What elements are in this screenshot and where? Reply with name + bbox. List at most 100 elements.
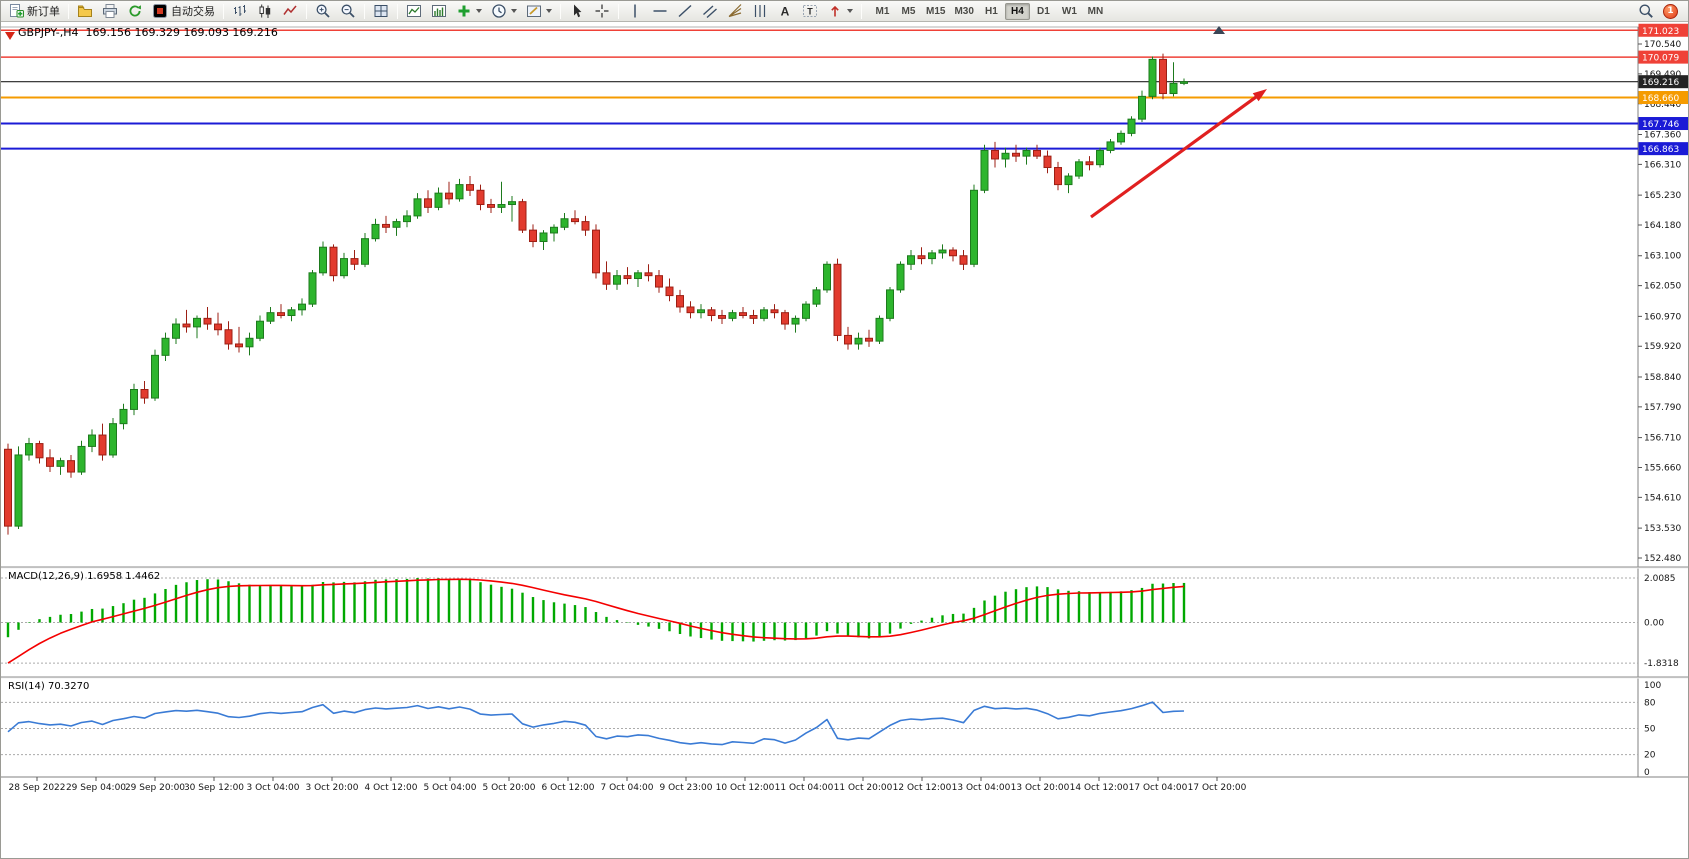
candle-body <box>833 263 842 336</box>
macd-axis-label: -1.8318 <box>1644 659 1679 669</box>
rsi-axis-label: 20 <box>1644 751 1656 761</box>
toolbar-separator <box>68 3 69 19</box>
add-indicator-button[interactable] <box>452 2 486 21</box>
candle-body <box>14 454 23 527</box>
timeframe-w1-button[interactable]: W1 <box>1057 3 1082 20</box>
macd-signal-line <box>7 578 1185 664</box>
timeframe-m15-button[interactable]: M15 <box>922 3 949 20</box>
price-tick-label: 162.050 <box>1644 282 1681 292</box>
cursor-icon <box>574 4 582 18</box>
candle-body <box>665 286 674 297</box>
time-tick-label: 13 Oct 20:00 <box>1011 783 1070 793</box>
notification-badge[interactable]: 1 <box>1663 3 1678 19</box>
price-tick-label: 167.360 <box>1644 131 1681 141</box>
candle-body <box>1180 81 1188 84</box>
dropdown-caret-icon <box>476 9 482 13</box>
candle-body <box>781 312 789 325</box>
price-tick-label: 163.100 <box>1644 252 1681 262</box>
trend-arrow-line[interactable] <box>1090 92 1262 219</box>
indicators-window-button[interactable] <box>402 2 426 21</box>
timeframe-h1-button[interactable]: H1 <box>979 3 1004 20</box>
candle-body <box>245 337 254 348</box>
channel-tool-button[interactable] <box>698 2 722 21</box>
chart-shift-marker[interactable] <box>1213 26 1225 34</box>
bar-chart-mode-button[interactable] <box>228 2 252 21</box>
trendline-icon <box>678 4 692 18</box>
timeframe-h4-button[interactable]: H4 <box>1004 2 1030 20</box>
print-button[interactable] <box>98 2 122 21</box>
candle-body <box>1054 167 1062 186</box>
cursor-tool-button[interactable] <box>565 2 589 21</box>
price-tick-label: 154.610 <box>1644 493 1681 503</box>
dropdown-caret-icon <box>847 9 853 13</box>
time-tick-label: 17 Oct 04:00 <box>1129 783 1188 793</box>
time-tick-label: 14 Oct 12:00 <box>1070 783 1129 793</box>
chart-canvas[interactable]: 2.0085 0.00 -1.8318 100 80 50 20 0 170.540 169.49… <box>1 22 1689 859</box>
search-button[interactable] <box>1634 2 1658 21</box>
candle-body <box>550 226 558 234</box>
price-tick-label: 153.530 <box>1644 524 1681 534</box>
price-badge <box>1638 91 1688 105</box>
timeframe-d1-button[interactable]: D1 <box>1031 3 1056 20</box>
time-tick-label: 17 Oct 20:00 <box>1188 783 1247 793</box>
text-tool-button[interactable]: A <box>773 2 797 21</box>
timeframe-m1-button[interactable]: M1 <box>870 3 895 20</box>
bar-chart-icon <box>234 5 246 16</box>
candle-body <box>256 320 264 339</box>
trendline-tool-button[interactable] <box>673 2 697 21</box>
zoom-out-button[interactable] <box>336 2 360 21</box>
candle-body <box>718 315 726 319</box>
candle-body <box>340 258 348 277</box>
timeframe-m30-button[interactable]: M30 <box>950 3 977 20</box>
time-tick-label: 11 Oct 04:00 <box>775 783 834 793</box>
candle-body <box>35 443 44 459</box>
tile-windows-button[interactable] <box>369 2 393 21</box>
candle-body <box>203 317 212 325</box>
candle-body <box>959 255 968 265</box>
template-menu-button[interactable] <box>522 2 556 21</box>
new-order-button[interactable]: 新订单 <box>4 2 64 21</box>
profiles-button[interactable] <box>73 2 97 21</box>
candle-body <box>235 343 243 348</box>
text-label-tool-button[interactable]: T <box>798 2 822 21</box>
price-tick-label: 157.790 <box>1644 403 1681 413</box>
period-menu-button[interactable] <box>487 2 521 21</box>
time-tick-label: 7 Oct 04:00 <box>601 783 654 793</box>
candlestick-mode-button[interactable] <box>253 2 277 21</box>
candle-body <box>644 272 653 277</box>
vertical-line-tool-button[interactable] <box>623 2 647 21</box>
refresh-button[interactable] <box>123 2 147 21</box>
autotrading-button[interactable]: 自动交易 <box>148 2 219 21</box>
zoom-in-button[interactable] <box>311 2 335 21</box>
time-tick-label: 11 Oct 20:00 <box>834 783 893 793</box>
candle-body <box>46 457 54 467</box>
candle-body <box>770 309 779 314</box>
candle-body <box>1033 149 1041 157</box>
arrows-tool-button[interactable] <box>823 2 857 21</box>
cycle-lines-tool-button[interactable] <box>748 2 772 21</box>
candle-body <box>697 309 705 314</box>
time-tick-label: 28 Sep 2022 <box>8 783 65 793</box>
price-tick-label: 164.180 <box>1644 221 1681 231</box>
toolbar-separator <box>223 3 224 19</box>
crosshair-tool-button[interactable] <box>590 2 614 21</box>
timeframe-mn-button[interactable]: MN <box>1083 3 1108 20</box>
search-icon <box>1639 4 1653 18</box>
candle-body <box>844 334 852 345</box>
time-tick-label: 5 Oct 20:00 <box>483 783 536 793</box>
candle-body <box>508 201 516 206</box>
fibonacci-tool-button[interactable] <box>723 2 747 21</box>
trend-arrow-head[interactable] <box>1252 89 1267 102</box>
histogram-chart-icon <box>432 5 446 17</box>
line-chart-mode-button[interactable] <box>278 2 302 21</box>
candle-body <box>382 223 390 228</box>
objects-list-button[interactable] <box>427 2 451 21</box>
horizontal-line-tool-button[interactable] <box>648 2 672 21</box>
time-tick-label: 13 Oct 04:00 <box>952 783 1011 793</box>
timeframe-m5-button[interactable]: M5 <box>896 3 921 20</box>
price-tick-label: 159.920 <box>1644 342 1681 352</box>
rsi-axis-label: 80 <box>1644 698 1656 708</box>
clock-icon <box>492 4 506 18</box>
candle-body <box>676 295 684 308</box>
zoom-in-icon <box>316 4 330 18</box>
